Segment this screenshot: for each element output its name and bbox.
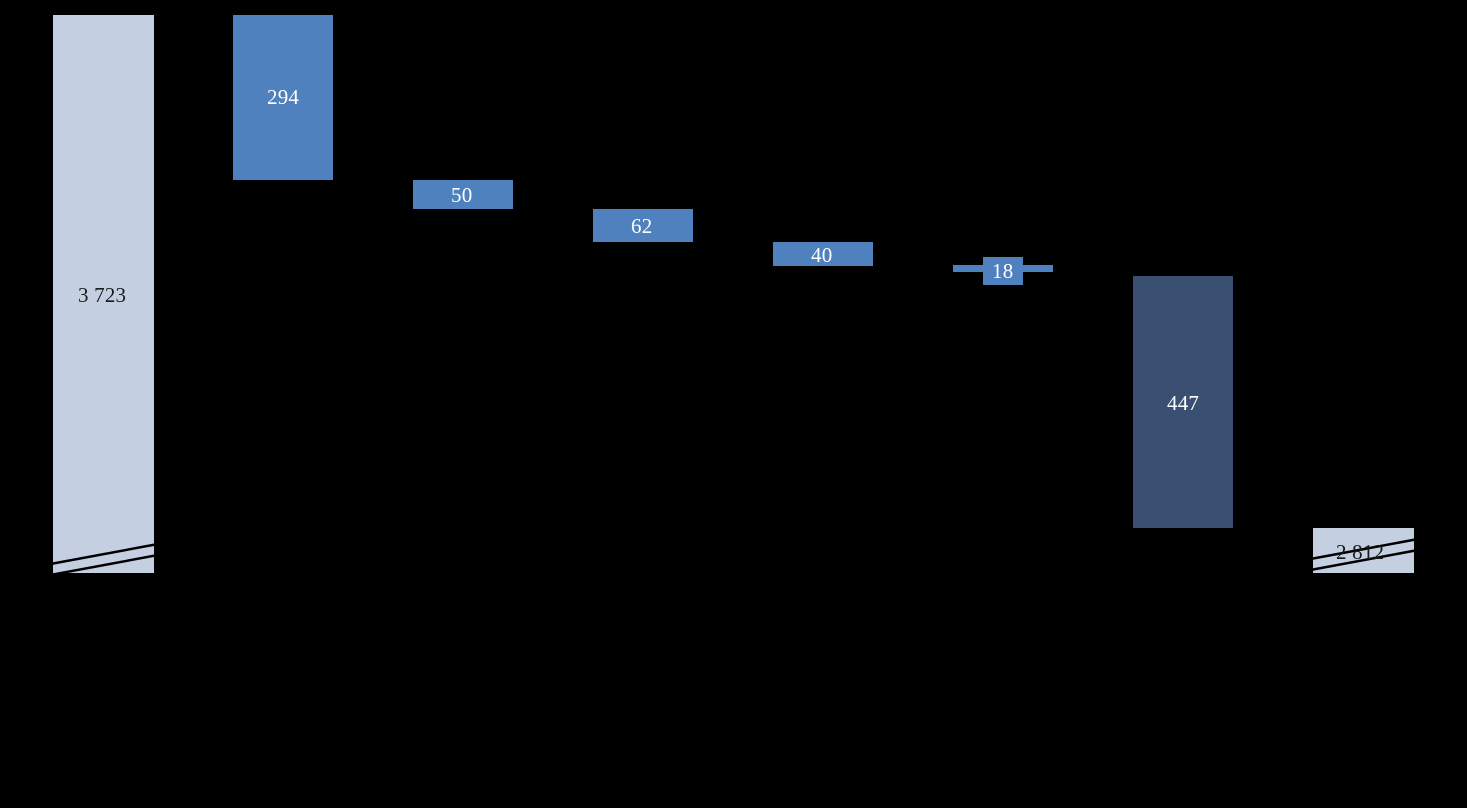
bar-decrease-447[interactable] (1133, 276, 1233, 528)
bar-value-label-3723: 3 723 (78, 283, 127, 307)
bar-value-label-294: 294 (267, 85, 300, 109)
bar-value-label-50: 50 (451, 183, 473, 207)
bar-start-total[interactable] (53, 15, 154, 573)
bar-value-label-18: 18 (992, 259, 1014, 283)
bar-value-label-62: 62 (631, 214, 653, 238)
bar-decrease-50[interactable] (413, 180, 513, 209)
bar-value-label-2812: 2 812 (1336, 540, 1385, 564)
bar-value-label-447: 447 (1167, 391, 1200, 415)
connector-right-18 (1019, 265, 1053, 272)
bar-decrease-18[interactable] (983, 257, 1023, 285)
bar-decrease-40[interactable] (773, 242, 873, 266)
bar-value-label-40: 40 (811, 243, 833, 267)
connector-left-18 (953, 265, 987, 272)
bar-decrease-62[interactable] (593, 209, 693, 242)
bar-decrease-294[interactable] (233, 15, 333, 180)
